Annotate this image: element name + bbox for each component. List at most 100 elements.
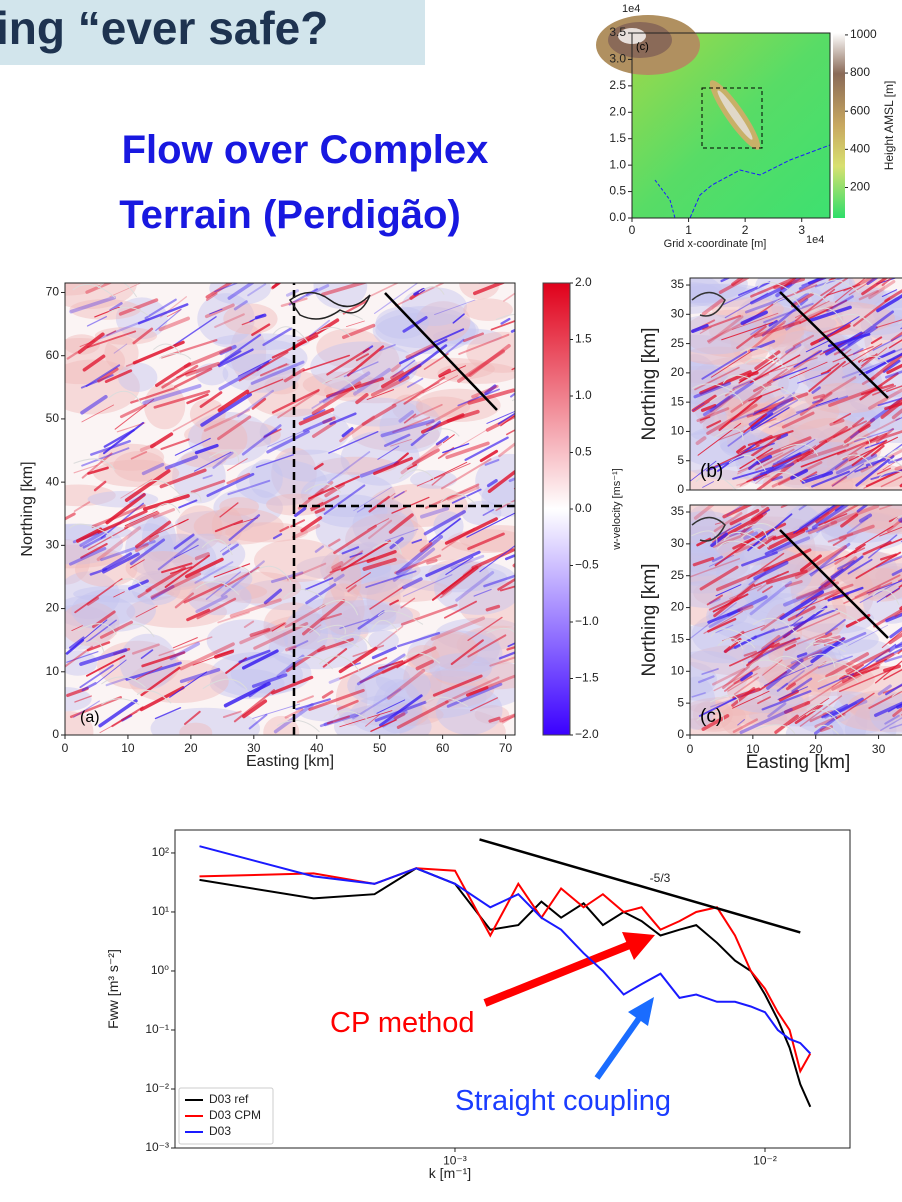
field-streak <box>263 428 278 438</box>
colorbar-tick-label: −1.5 <box>575 671 599 685</box>
field-streak <box>329 412 357 426</box>
field-streak <box>807 520 838 535</box>
field-streak <box>485 604 501 612</box>
y-tick-label: 70 <box>46 285 60 299</box>
field-streak <box>895 703 902 709</box>
field-contour <box>831 313 873 326</box>
y-tick-label: 0 <box>677 727 684 741</box>
field-streak <box>407 377 424 388</box>
field-blob <box>313 283 368 309</box>
field-blob <box>833 285 888 306</box>
field-blob <box>812 462 902 490</box>
field-streak <box>497 577 515 591</box>
field-contour <box>319 624 346 635</box>
field-blob <box>401 287 467 327</box>
field-blob <box>853 568 902 602</box>
field-blob <box>429 653 492 684</box>
x-tick-label: 30 <box>872 742 886 756</box>
field-streak <box>797 371 830 384</box>
field-contour <box>695 474 737 490</box>
field-blob <box>69 299 141 320</box>
field-streak <box>285 645 297 652</box>
field-streak <box>739 471 763 487</box>
field-blob <box>113 451 166 482</box>
field-streak <box>888 632 902 645</box>
field-blob <box>474 705 510 725</box>
field-streak <box>71 625 83 632</box>
field-streak <box>829 419 845 426</box>
field-contour <box>757 281 800 298</box>
field-streak <box>693 505 715 520</box>
field-streak <box>129 538 166 566</box>
field-streak <box>713 667 761 692</box>
field-streak <box>74 578 123 614</box>
field-streak <box>815 397 839 407</box>
field-streak <box>279 526 290 533</box>
field-streak <box>888 339 902 349</box>
field-blob <box>202 565 253 592</box>
field-streak <box>868 352 902 383</box>
field-blob <box>179 722 213 735</box>
field-streak <box>794 703 824 725</box>
field-streak <box>699 416 711 421</box>
field-streak <box>411 538 423 544</box>
field-streak <box>879 526 902 537</box>
field-blob <box>321 583 365 635</box>
field-streak <box>91 504 146 529</box>
y-tick-label: 10⁻¹ <box>145 1022 169 1036</box>
field-streak <box>293 506 307 518</box>
field-streak <box>155 362 192 388</box>
field-streak <box>104 369 133 383</box>
field-streak <box>324 482 345 498</box>
field-streak <box>336 699 359 711</box>
x-offset: 1e4 <box>806 234 824 246</box>
field-streak <box>399 338 448 365</box>
field-streak <box>770 357 818 373</box>
field-streak <box>834 546 862 565</box>
field-blob <box>129 514 168 531</box>
field-streak <box>227 283 256 300</box>
field-contour <box>486 627 515 634</box>
field-streak <box>696 537 712 547</box>
banner-title: ing “ever safe? <box>0 2 328 54</box>
field-streak <box>698 675 715 684</box>
legend-label: D03 <box>209 1124 231 1138</box>
field-streak <box>219 502 239 518</box>
field-blob <box>253 538 340 583</box>
field-streak <box>823 637 846 646</box>
field-streak <box>838 326 878 354</box>
field-streak <box>497 412 515 425</box>
field-streak <box>393 452 409 466</box>
field-streak <box>308 688 365 711</box>
field-contour <box>77 623 117 635</box>
field-streak <box>782 319 797 328</box>
field-streak <box>446 682 503 708</box>
field-streak <box>425 550 481 578</box>
field-streak <box>821 703 848 719</box>
field-streak <box>732 718 758 734</box>
y-tick-label: 30 <box>671 306 685 320</box>
field-streak <box>712 667 746 686</box>
field-streak <box>484 458 500 466</box>
field-blob <box>375 312 479 349</box>
field-streak <box>761 634 781 651</box>
field-streak <box>392 547 436 582</box>
field-streak <box>183 582 225 604</box>
y-tick-label: 5 <box>677 453 684 467</box>
field-streak <box>707 444 760 471</box>
field-streak <box>830 505 880 525</box>
field-contour <box>691 530 718 546</box>
field-streak <box>836 432 888 456</box>
field-streak <box>311 396 331 409</box>
field-blob <box>117 362 158 393</box>
field-streak <box>692 556 715 567</box>
field-blob <box>65 484 116 507</box>
colorbar-tick-label: 400 <box>850 142 870 156</box>
field-streak <box>438 365 467 378</box>
x-tick-label: 20 <box>809 742 823 756</box>
field-streak <box>872 334 902 351</box>
field-streak <box>76 527 103 543</box>
field-streak <box>74 695 93 703</box>
field-blob <box>435 617 515 652</box>
legend-label: D03 ref <box>209 1092 249 1106</box>
